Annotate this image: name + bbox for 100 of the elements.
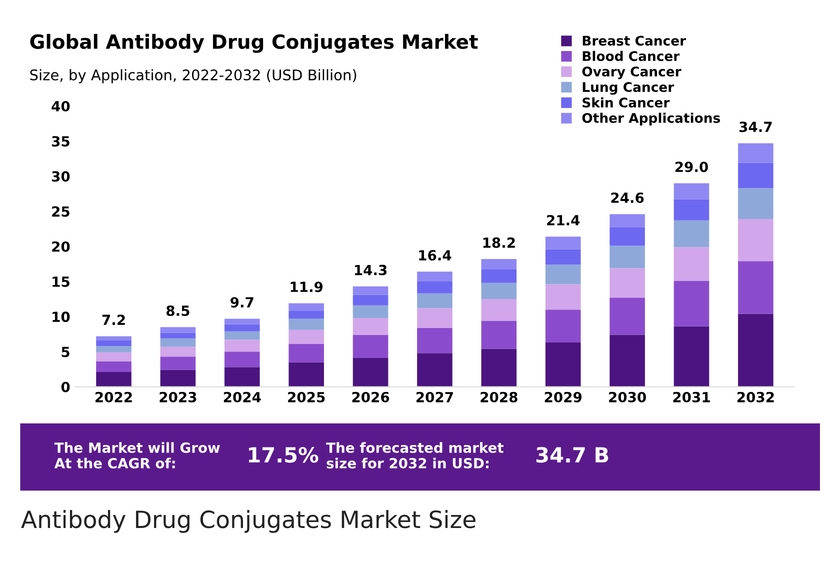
y-tick-label: 30 xyxy=(52,171,70,182)
bar xyxy=(160,346,196,357)
bar xyxy=(96,340,132,346)
bar xyxy=(738,219,774,262)
x-tick-label: 2023 xyxy=(160,392,196,402)
bar xyxy=(224,367,260,387)
bar xyxy=(160,338,196,347)
total-label: 8.5 xyxy=(166,305,190,316)
legend-label: Ovary Cancer xyxy=(582,66,682,80)
text: The Market will Grow At the CAGR of: xyxy=(54,442,220,468)
x-tick-label: 2030 xyxy=(609,392,646,402)
bar xyxy=(610,214,645,228)
bar xyxy=(545,284,581,310)
y-tick-label: 25 xyxy=(52,206,70,217)
bar xyxy=(481,299,517,321)
total-label: 18.2 xyxy=(483,237,515,248)
bar xyxy=(224,352,260,368)
bar xyxy=(545,249,581,265)
text: Antibody Drug Conjugates Market Size xyxy=(21,510,476,533)
bar xyxy=(96,372,132,387)
legend-label: Lung Cancer xyxy=(582,82,674,95)
bar xyxy=(288,303,324,311)
bar xyxy=(352,294,388,306)
bar xyxy=(417,353,452,387)
bar xyxy=(674,247,710,281)
bar xyxy=(224,340,260,352)
x-tick-label: 2026 xyxy=(352,392,390,402)
bar xyxy=(417,281,452,294)
bar xyxy=(610,298,645,335)
bar xyxy=(417,272,452,282)
bar xyxy=(352,358,388,387)
bar xyxy=(481,320,517,349)
bar xyxy=(96,346,132,352)
total-label: 24.6 xyxy=(611,192,644,203)
y-tick-label: 20 xyxy=(52,241,70,252)
bar xyxy=(738,261,774,314)
total-label: 14.3 xyxy=(354,264,387,276)
chart-subtitle: Size, by Application, 2022-2032 (USD Billion) xyxy=(30,69,356,84)
y-tick-label: 35 xyxy=(52,136,70,147)
legend-label: Blood Cancer xyxy=(582,50,680,62)
total-label: 16.4 xyxy=(419,250,452,261)
legend-label: Other Applications xyxy=(582,112,720,126)
total-label: 34.7 xyxy=(739,122,772,132)
x-tick-label: 2029 xyxy=(544,392,582,402)
text: 34.7 B xyxy=(536,446,608,463)
x-tick-label: 2032 xyxy=(737,392,774,402)
bar xyxy=(96,336,132,340)
text: 17.5% xyxy=(248,446,318,463)
bar xyxy=(674,280,710,326)
x-tick-label: 2031 xyxy=(673,392,710,402)
y-tick-label: 40 xyxy=(52,100,70,112)
y-tick-label: 15 xyxy=(52,276,70,287)
bar xyxy=(288,318,324,330)
x-tick-label: 2024 xyxy=(224,392,261,402)
bar xyxy=(288,330,324,344)
bar xyxy=(288,362,324,387)
bar xyxy=(352,286,388,295)
bar xyxy=(160,332,196,338)
bar xyxy=(738,188,774,220)
y-tick-label: 0 xyxy=(61,382,70,392)
bar xyxy=(160,370,196,387)
bar xyxy=(738,143,774,163)
total-label: 9.7 xyxy=(230,297,254,308)
bar xyxy=(545,310,581,343)
total-label: 11.9 xyxy=(290,282,323,292)
legend-label: Skin Cancer xyxy=(582,97,670,108)
text: The forecasted market size for 2032 in USD: xyxy=(326,442,504,468)
bar xyxy=(224,318,260,324)
bar xyxy=(674,183,710,200)
bar xyxy=(288,344,324,362)
bar xyxy=(738,314,774,387)
bar xyxy=(160,356,196,370)
x-tick-label: 2022 xyxy=(96,392,132,402)
bar xyxy=(224,324,260,332)
bar xyxy=(96,362,132,372)
bar xyxy=(96,352,132,362)
x-tick-label: 2025 xyxy=(288,392,325,402)
x-tick-label: 2028 xyxy=(480,392,518,402)
bar xyxy=(417,293,452,308)
bar xyxy=(610,268,645,298)
bar xyxy=(352,334,388,358)
bar xyxy=(160,327,196,333)
bar xyxy=(481,348,517,387)
total-label: 7.2 xyxy=(102,314,125,325)
bar xyxy=(545,264,581,284)
bar xyxy=(674,220,710,248)
bar xyxy=(610,246,645,268)
bar xyxy=(545,342,581,387)
bar xyxy=(545,236,581,250)
total-label: 21.4 xyxy=(547,214,580,226)
bar xyxy=(224,331,260,340)
bar xyxy=(674,326,710,387)
bar xyxy=(417,328,452,354)
bar xyxy=(417,308,452,328)
bar xyxy=(481,282,517,300)
bar xyxy=(481,259,517,270)
bar xyxy=(738,162,774,188)
legend-label: Breast Cancer xyxy=(582,36,686,46)
bar xyxy=(610,334,645,387)
bar xyxy=(481,270,517,283)
